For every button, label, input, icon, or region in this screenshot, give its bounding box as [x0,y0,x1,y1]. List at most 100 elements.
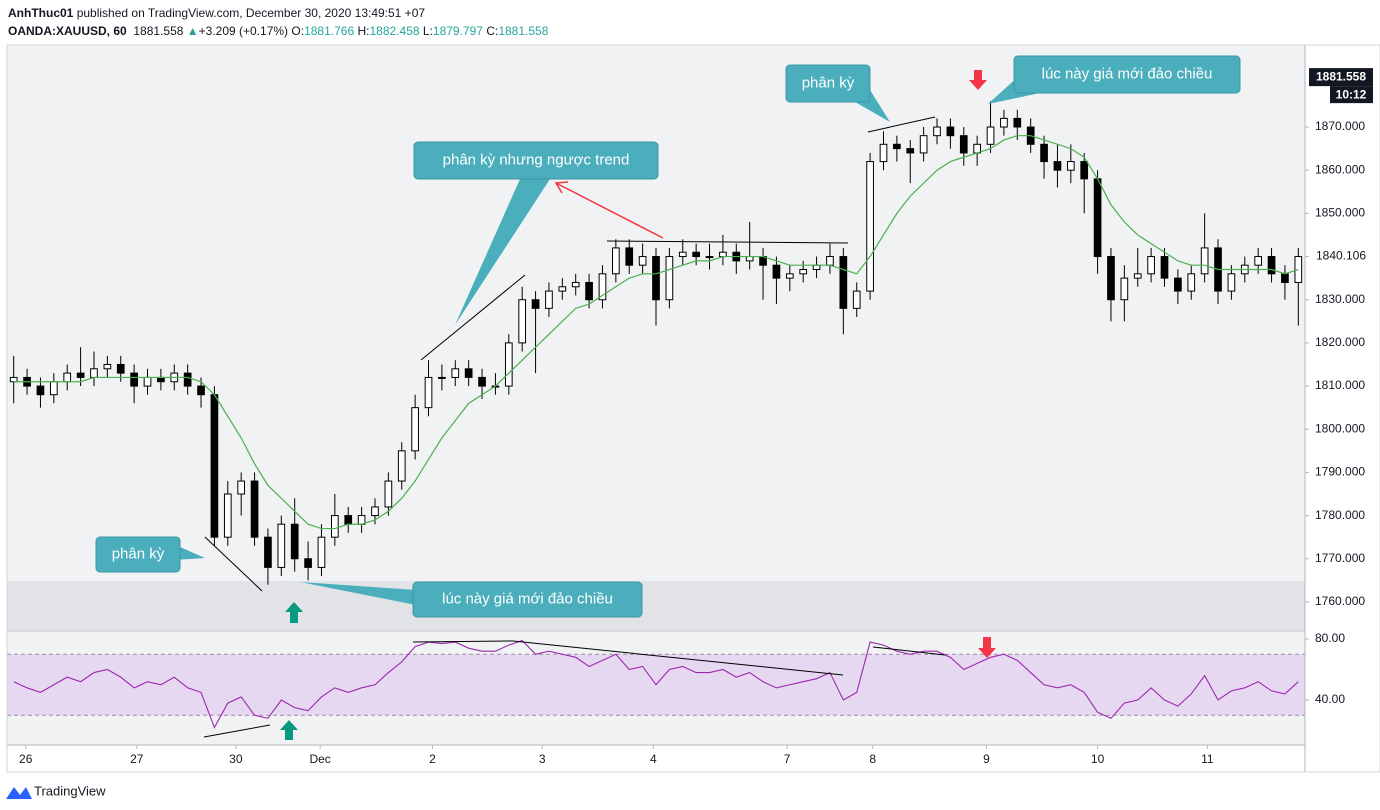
y-tick-label: 1850.000 [1315,206,1365,220]
callout-tail [300,582,416,605]
ohlc-value: 1882.458 [369,24,420,38]
callout-text: phân kỳ [802,74,855,91]
y-tick-label: 1780.000 [1315,508,1365,522]
candle-body [906,148,915,154]
candle-body [1053,161,1062,171]
candle-body [772,264,781,279]
author: AnhThuc01 [8,6,74,20]
candle-body [745,256,754,262]
change: +3.209 (+0.17%) [198,24,289,38]
candle-body [90,368,98,378]
candle-body [264,536,272,568]
candle-body [183,372,192,387]
candle-body [223,493,232,538]
candle-body [1200,247,1209,275]
candle-body [438,376,446,379]
candle-body [504,342,513,387]
candle-body [1066,161,1075,171]
candle-body [785,273,794,279]
candle-body [76,372,85,378]
candle-body [518,299,527,344]
price-tag [1309,68,1373,87]
candle-body [933,126,941,137]
candle-body [1267,256,1276,275]
x-tick-label: 26 [19,752,33,766]
candle-body [1120,277,1129,301]
x-tick-label: 4 [650,752,657,766]
candle-body [558,286,567,292]
candle-body [1187,273,1196,292]
x-tick-label: 7 [784,752,791,766]
candle-body [1133,273,1142,279]
candle-body [344,515,353,525]
candle-body [1160,256,1169,279]
y-tick-label: 40.00 [1315,692,1345,706]
candle-body [143,376,152,387]
brand: TradingView [34,783,106,798]
frame [6,44,1380,773]
x-tick-label: 10 [1091,752,1105,766]
rsi-line [13,639,1299,729]
candle-body [638,256,647,266]
candle-body [411,407,419,452]
logo: TradingView [6,783,106,799]
last-price-label: 1840.106 [1316,248,1366,262]
candle-body [478,376,486,387]
candle-body [585,281,593,301]
price-pane [7,45,1305,631]
ohlc-label: H: [357,24,370,38]
candle-body [197,385,205,396]
arrow: ▲ [186,24,199,38]
callout-text: phân kỳ nhưng ngược trend [443,151,630,168]
candle-body [879,143,888,163]
x-tick-label: 3 [539,752,546,766]
ohlc-value: 1879.797 [432,24,483,38]
candle-body [839,256,848,309]
x-tick-label: 2 [429,752,436,766]
y-tick-label: 1870.000 [1315,119,1365,133]
candle-body [946,126,955,137]
candle-body [852,290,861,309]
candle-body [9,376,18,383]
candle-body [598,273,607,301]
candle-body [130,372,138,387]
candle-body [103,363,112,370]
callout-text: lúc này giá mới đảo chiều [1042,65,1213,82]
red-arrow [554,181,664,239]
candle-body [986,126,995,145]
candle-body [959,135,968,154]
candle-body [157,376,165,383]
candle-body [545,290,553,309]
candle-body [317,536,326,568]
moving-average [13,135,1299,530]
publish-line: AnhThuc01 published on TradingView.com, … [8,4,548,22]
callout-text: phân kỳ [112,545,165,562]
y-tick-label: 1770.000 [1315,551,1365,565]
candle-body [290,523,299,560]
candle-body [1254,256,1263,266]
candle-body [612,247,620,275]
callout-tail [175,547,205,560]
candle-body [692,251,700,258]
countdown-tag [1330,86,1373,104]
candle-body [1227,273,1236,292]
candle-body [665,256,674,301]
callout-box [1013,55,1241,94]
candle-body [678,251,687,258]
ohlc-label: C: [486,24,499,38]
signal-arrows [280,70,996,740]
last-price-tag [1309,247,1373,266]
candle-body [371,506,379,517]
header: AnhThuc01 published on TradingView.com, … [8,4,548,40]
callout-text: lúc này giá mới đảo chiều [442,590,613,607]
callout-box [412,581,643,618]
candle-body [116,363,125,374]
ohlc-value: 1881.766 [304,24,355,38]
candle-body [1093,178,1102,258]
candle-body [719,251,727,258]
y-tick-label: 1760.000 [1315,594,1365,608]
candle-body [397,450,406,482]
candle-body [49,381,58,396]
callout-box [95,536,181,573]
